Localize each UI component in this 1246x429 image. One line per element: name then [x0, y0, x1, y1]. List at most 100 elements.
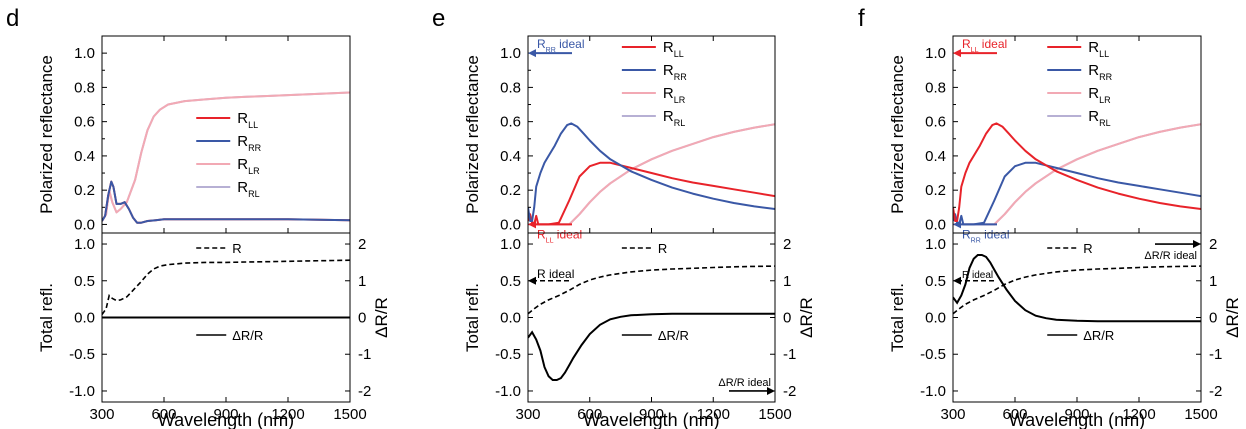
legend-label-LL-sub: LL — [248, 120, 258, 130]
y-tick-label: 0.0 — [925, 216, 946, 233]
x-tick-label: 1200 — [697, 406, 730, 423]
ideal-arrowhead — [528, 49, 536, 58]
legend-label: ΔR/R — [1083, 328, 1114, 343]
legend-label-LR: RLR — [237, 156, 260, 176]
chart-panel-d: d 0.0 0.2 0.4 0.6 0.8 1.0 Polarized reflectance… — [6, 5, 391, 429]
legend-label-RR: RRR — [663, 62, 687, 82]
y-tick-label-right: 1 — [1209, 273, 1217, 290]
legend-label-RR-sub: RR — [248, 143, 261, 153]
legend-label-RR: RRR — [237, 133, 261, 153]
y-tick-label-left: -0.5 — [495, 346, 521, 363]
legend-label: ΔR/R — [232, 328, 263, 343]
x-tick-label: 1500 — [758, 406, 791, 423]
legend-label-RL-main: R — [1088, 108, 1099, 125]
ideal-annotation: ΔR/R ideal — [718, 377, 771, 389]
y-tick-label-right: 1 — [358, 273, 366, 290]
y-tick-label-right: 2 — [358, 236, 366, 253]
y-tick-label: 1.0 — [74, 45, 95, 62]
series-line-dRR — [528, 312, 775, 381]
x-tick-label: 1500 — [333, 406, 366, 423]
y-tick-label-left: 0.5 — [500, 273, 521, 290]
x-tick-label: 1500 — [1184, 406, 1217, 423]
series-line-RR — [102, 180, 350, 224]
y-axis-label-left: Total refl. — [37, 283, 56, 352]
y-tick-label: 0.8 — [500, 79, 521, 96]
y-tick-label: 0.4 — [925, 148, 946, 165]
legend-label: R — [1083, 241, 1092, 256]
legend-label-RL: RRL — [237, 179, 259, 199]
ideal-arrowhead — [1193, 240, 1201, 249]
y-tick-label: 0.8 — [74, 79, 95, 96]
x-axis-label: Wavelength (nm) — [1009, 410, 1145, 429]
y-tick-label: 0.2 — [500, 182, 521, 199]
y-tick-label: 0.4 — [74, 148, 95, 165]
legend-label-LR-sub: LR — [674, 95, 686, 105]
ideal-arrowhead — [953, 220, 961, 229]
y-tick-label-left: -1.0 — [920, 383, 946, 400]
y-tick-label: 0.4 — [500, 148, 521, 165]
ideal-annotation: ΔR/R ideal — [1144, 250, 1197, 262]
y-tick-label-right: -2 — [1209, 383, 1222, 400]
y-tick-label-left: 1.0 — [74, 236, 95, 253]
bottom-plot-frame — [101, 232, 351, 403]
top-plot-area — [528, 122, 775, 226]
y-axis-label-right: ΔR/R — [1223, 297, 1242, 338]
chart-panel-f: f 0.0 0.2 0.4 0.6 0.8 1.0 Polarized reflectance… — [858, 5, 1242, 429]
y-tick-label-left: -1.0 — [69, 383, 95, 400]
ideal-annotation-main: R — [962, 227, 971, 241]
x-tick-label: 300 — [89, 406, 114, 423]
y-tick-label: 0.0 — [74, 216, 95, 233]
x-axis-label: Wavelength (nm) — [583, 410, 719, 429]
ideal-annotation-sub: LL — [546, 237, 554, 244]
y-axis-label-right: ΔR/R — [797, 297, 816, 338]
y-tick-label: 0.6 — [500, 114, 521, 131]
series-line-RR — [528, 122, 775, 222]
ideal-annotation-main: R — [537, 227, 546, 241]
ideal-annotation-suffix: ideal — [981, 227, 1010, 241]
legend-label-LR: RLR — [1088, 85, 1111, 105]
y-tick-label-right: 0 — [358, 310, 366, 327]
x-tick-label: 900 — [213, 406, 238, 423]
legend-label-RL-main: R — [663, 108, 674, 125]
y-tick-label: 0.0 — [500, 216, 521, 233]
legend-label-RL: RRL — [1088, 108, 1110, 128]
ideal-arrowhead — [953, 276, 961, 285]
y-tick-label-right: 0 — [783, 310, 791, 327]
series-line-RL — [102, 91, 350, 222]
legend-label-LL-sub: LL — [1099, 49, 1109, 59]
legend-label-RR-sub: RR — [674, 72, 687, 82]
y-tick-label-left: 1.0 — [500, 236, 521, 253]
y-tick-label-left: 0.0 — [500, 310, 521, 327]
y-tick-label: 0.2 — [74, 182, 95, 199]
ideal-annotation-suffix: ideal — [978, 37, 1007, 51]
y-tick-label-left: 0.5 — [74, 273, 95, 290]
y-tick-label-left: 1.0 — [925, 236, 946, 253]
y-axis-label-top: Polarized reflectance — [37, 55, 56, 214]
x-tick-label: 600 — [1002, 406, 1027, 423]
bottom-plot-frame — [952, 232, 1202, 403]
x-tick-label: 300 — [940, 406, 965, 423]
legend-label-RR-main: R — [237, 133, 248, 150]
ideal-arrowhead — [767, 386, 775, 395]
y-axis-label-top: Polarized reflectance — [888, 55, 907, 214]
x-tick-label: 600 — [577, 406, 602, 423]
y-tick-label-right: -2 — [783, 383, 796, 400]
legend-label-RR-sub: RR — [1099, 72, 1112, 82]
legend-label: ΔR/R — [658, 328, 689, 343]
legend-label-RR-main: R — [1088, 62, 1099, 79]
legend-label-LR-main: R — [237, 156, 248, 173]
top-plot-area — [102, 91, 350, 224]
legend-label-LL-main: R — [1088, 39, 1099, 56]
bottom-plot-area — [953, 254, 1201, 323]
legend-label: R — [232, 241, 241, 256]
series-line-R — [102, 259, 350, 316]
legend-label-LR-main: R — [663, 85, 674, 102]
chart-panel-e: e 0.0 0.2 0.4 0.6 0.8 1.0 Polarized reflectance… — [432, 5, 816, 429]
legend-label-RL: RRL — [663, 108, 685, 128]
legend-label-LR: RLR — [663, 85, 686, 105]
series-line-dRR — [953, 254, 1201, 323]
y-tick-label: 0.8 — [925, 79, 946, 96]
bottom-plot-frame — [527, 232, 776, 403]
ideal-annotation-main: R — [962, 37, 971, 51]
